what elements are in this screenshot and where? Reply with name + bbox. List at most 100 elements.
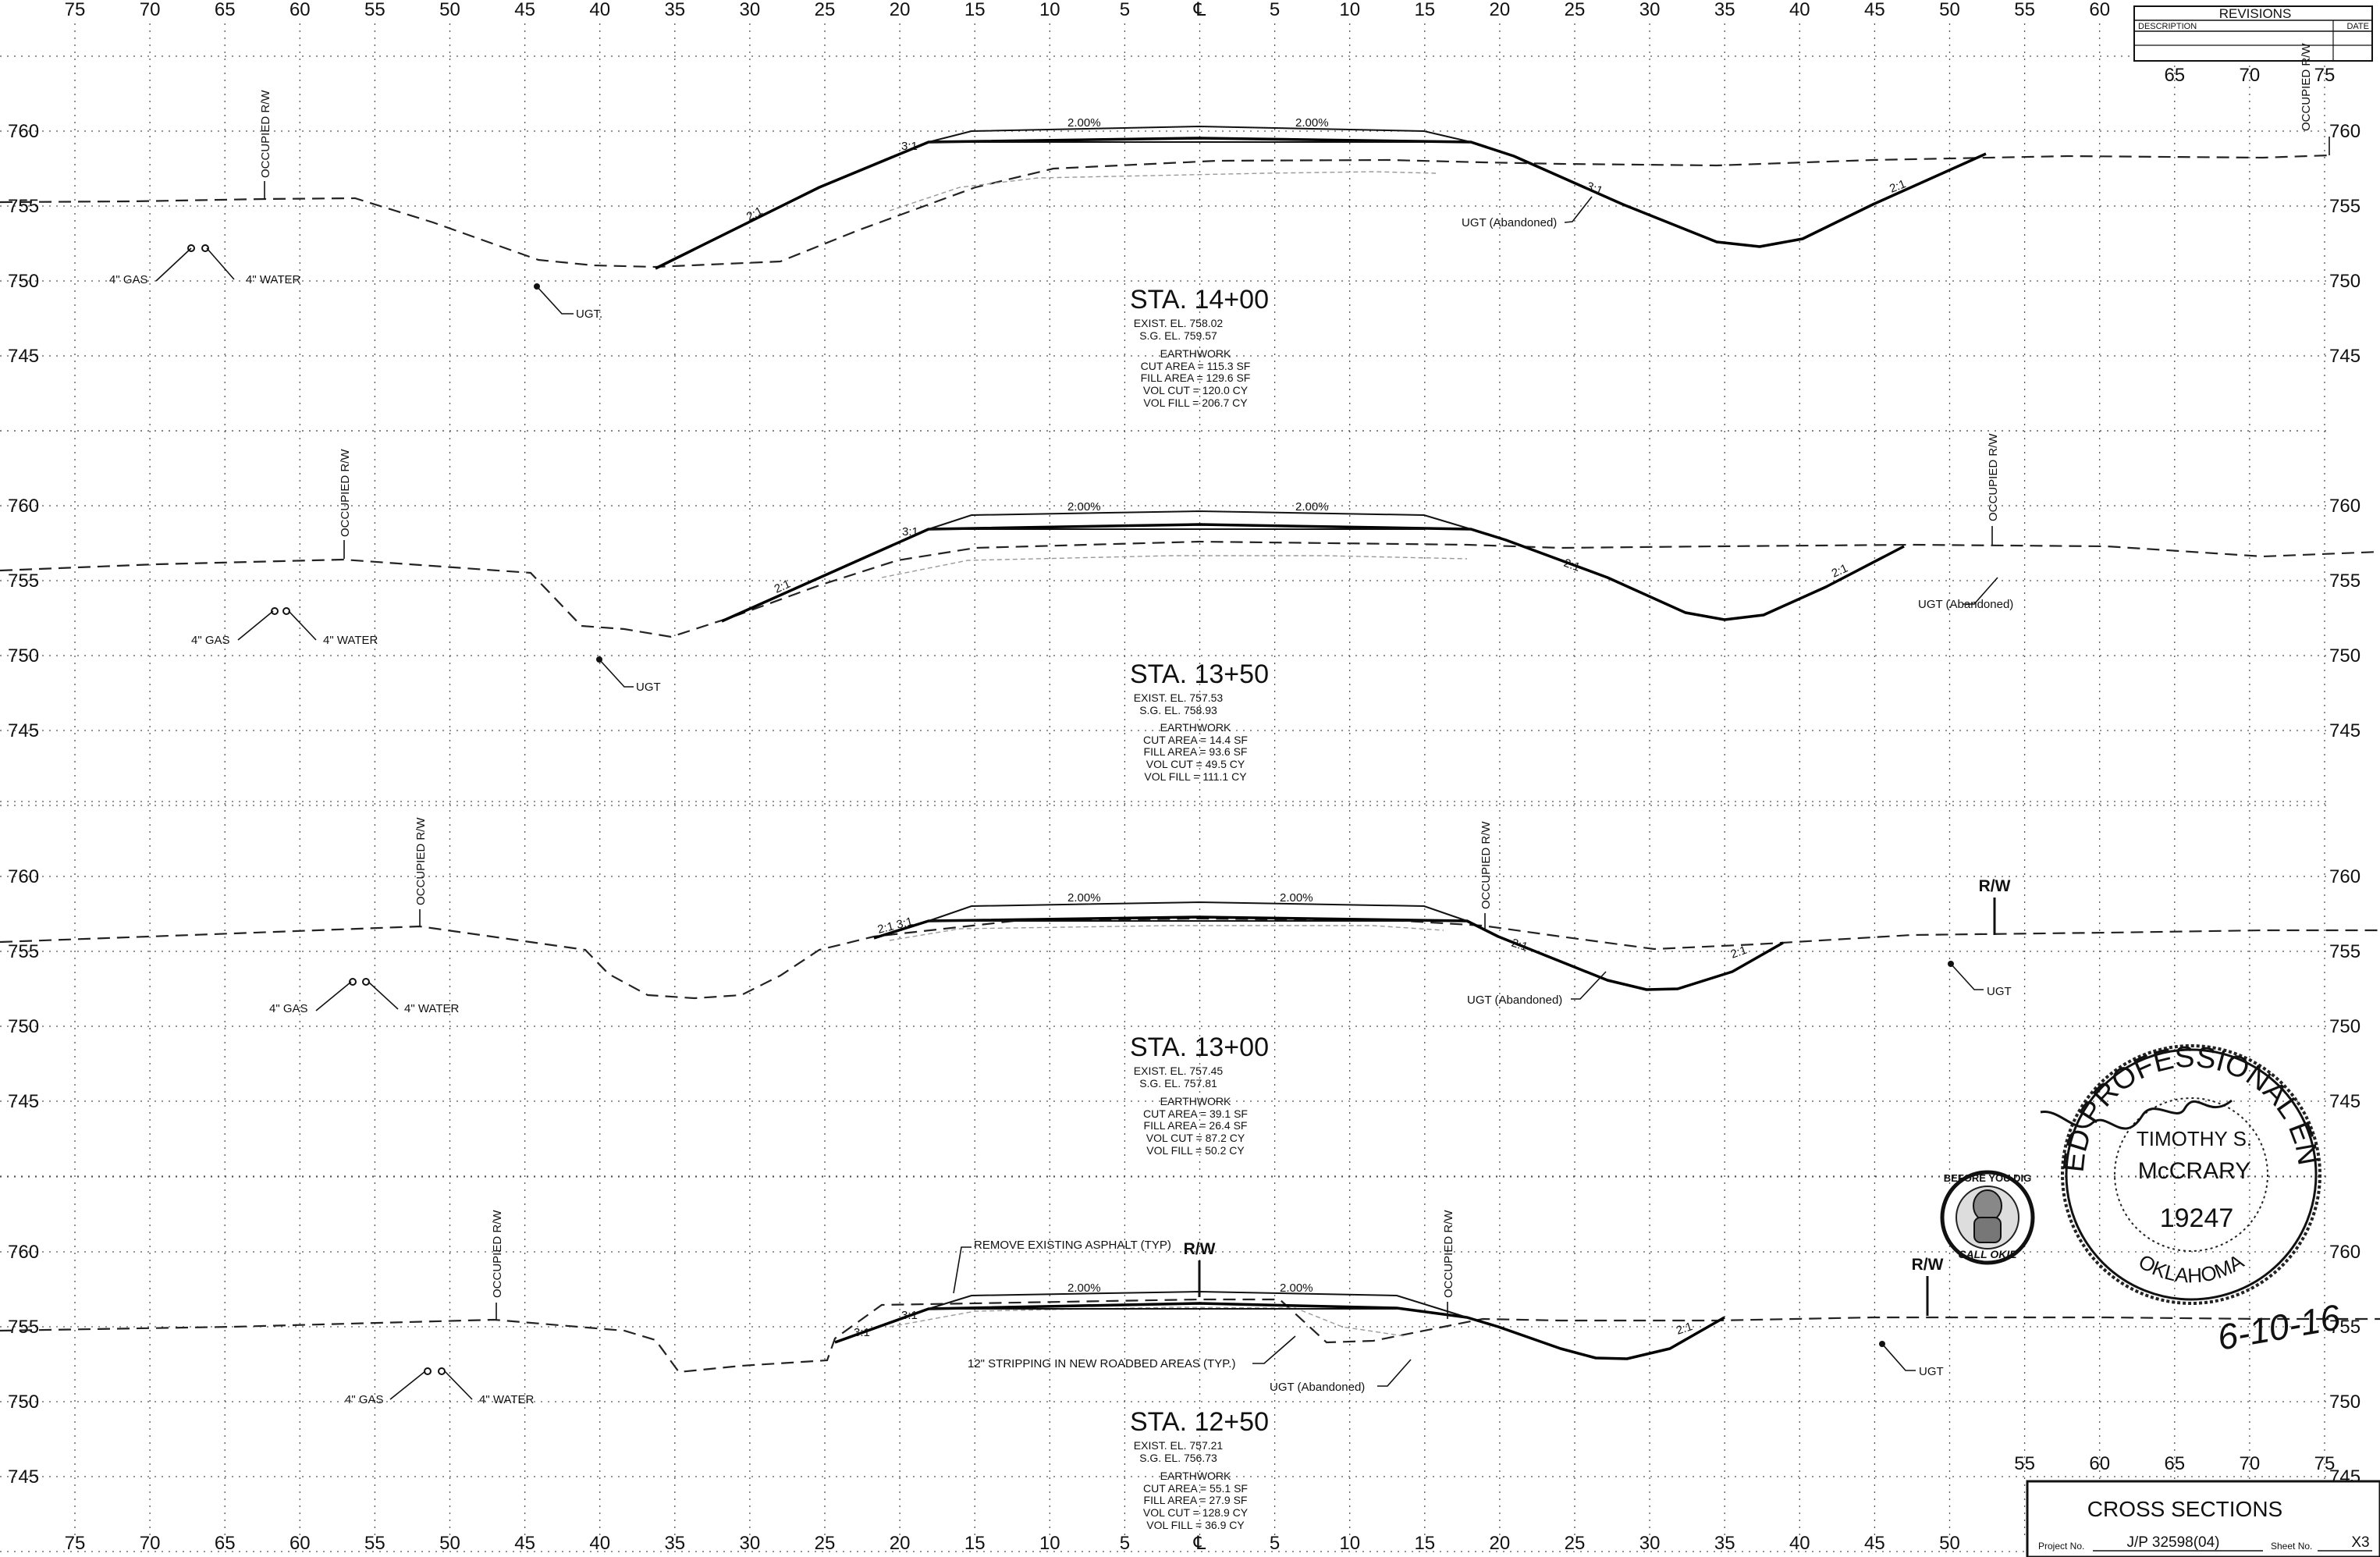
elevation-tick-label-right: 760 — [2329, 866, 2360, 887]
elevation-tick-label-right: 750 — [2329, 645, 2360, 667]
vol-fill: VOL FILL = 111.1 CY — [1144, 770, 1247, 783]
vol-fill: VOL FILL = 36.9 CY — [1146, 1519, 1245, 1531]
vol-fill: VOL FILL = 50.2 CY — [1146, 1144, 1245, 1157]
offset-tick-label-top: 35 — [1714, 0, 1735, 20]
offset-tick-label-bottom: 60 — [290, 1533, 311, 1554]
ugt-abandoned-label: UGT (Abandoned) — [1918, 598, 2013, 611]
slope-label: 2:1 — [773, 578, 793, 596]
gas-leader — [237, 610, 274, 641]
pavement-structure — [928, 125, 1472, 143]
occupied-rw-label-center: OCCUPIED R/W — [1480, 821, 1493, 909]
slope-label: 2:1 — [1830, 562, 1850, 581]
slope-label: 3:1 — [901, 1309, 918, 1322]
offset-tick-label-top: 5 — [1270, 0, 1280, 20]
ugt-label: UGT — [1987, 985, 2012, 998]
water-label: 4" WATER — [404, 1002, 459, 1015]
elevation-tick-label-right: 750 — [2329, 271, 2360, 292]
exist-el: EXIST. EL. 758.02 — [1134, 317, 1224, 329]
elevation-tick-label-left: 755 — [8, 196, 39, 217]
offset-tick-label-bottom: 35 — [664, 1533, 685, 1554]
elevation-tick-label-left: 745 — [8, 720, 39, 741]
offset-tick-label-top: 50 — [439, 0, 460, 20]
sheet-title: CROSS SECTIONS — [2087, 1497, 2282, 1521]
occupied-rw-label-center: OCCUPIED R/W — [1442, 1210, 1455, 1298]
ugt-abandoned-leader — [1564, 196, 1593, 223]
rw-marker-label: R/W — [1979, 877, 2011, 895]
seal-name-line2: McCRARY — [2138, 1158, 2250, 1184]
section-sta-14-00: OCCUPIED R/W OCCUPIED R/W 4" GAS 4" WATE… — [0, 43, 2330, 409]
sg-el: S.G. EL. 757.81 — [1139, 1077, 1217, 1090]
gas-label: 4" GAS — [109, 273, 148, 286]
engineer-signature — [2040, 1099, 2233, 1130]
subgrade-line — [889, 1306, 1405, 1337]
earthwork-title: EARTHWORK — [1160, 721, 1231, 734]
offset-tick-label-bottom: 15 — [1414, 1533, 1435, 1554]
okie-bottom-text: CALL OKIE — [1958, 1248, 2017, 1260]
elevation-tick-label-left: 750 — [8, 271, 39, 292]
offset-tick-label-bottom-right: 60 — [2089, 1453, 2110, 1474]
water-line-symbol — [282, 607, 290, 615]
offset-tick-label-top: 20 — [890, 0, 911, 20]
offset-tick-label-top: 55 — [364, 0, 385, 20]
offset-tick-label-top: 50 — [1939, 0, 1960, 20]
revisions-date-label: DATE — [2346, 22, 2369, 31]
pavement-structure — [928, 901, 1468, 922]
vol-cut: VOL CUT = 49.5 CY — [1146, 758, 1245, 770]
offset-tick-label-revisions: 70 — [2240, 65, 2261, 86]
offset-tick-label-top: 40 — [1789, 0, 1810, 20]
cut-area: CUT AREA = 115.3 SF — [1141, 360, 1251, 372]
offset-tick-label-bottom: 65 — [215, 1533, 236, 1554]
rw-marker-label-right: R/W — [1912, 1256, 1944, 1274]
elevation-tick-label-left: 750 — [8, 1392, 39, 1413]
ugt-label: UGT — [636, 681, 661, 694]
proposed-section-line — [834, 1302, 1725, 1360]
offset-tick-label-bottom-right: 75 — [2314, 1453, 2336, 1474]
gas-line-symbol — [187, 244, 195, 252]
proposed-section-line — [873, 915, 1784, 991]
title-block: CROSS SECTIONS Project No. J/P 32598(04)… — [2026, 1480, 2380, 1557]
station-label: STA. 13+50 — [1130, 659, 1269, 689]
water-line-symbol — [362, 978, 370, 986]
elevation-tick-label-left: 745 — [8, 346, 39, 367]
vol-cut: VOL CUT = 87.2 CY — [1146, 1132, 1245, 1144]
existing-ground-line — [0, 917, 2380, 1000]
centerline-tick-label-bottom: ℄ — [1193, 1533, 1206, 1554]
slope-label: 2:1 — [744, 204, 765, 224]
offset-tick-label-bottom: 50 — [1939, 1533, 1960, 1554]
station-label: STA. 13+00 — [1130, 1033, 1269, 1062]
existing-ground-line — [0, 540, 2380, 638]
offset-tick-label-top: 35 — [664, 0, 685, 20]
subgrade-line — [889, 171, 1437, 212]
offset-tick-label-top: 30 — [1639, 0, 1661, 20]
offset-tick-label-bottom: 35 — [1714, 1533, 1735, 1554]
earthwork-title: EARTHWORK — [1160, 347, 1231, 360]
offset-tick-label-bottom: 50 — [439, 1533, 460, 1554]
ugt-leader — [1950, 963, 1984, 990]
offset-tick-label-bottom-right: 70 — [2240, 1453, 2261, 1474]
vol-cut: VOL CUT = 120.0 CY — [1143, 384, 1249, 396]
proposed-section-line — [721, 523, 1905, 623]
slope-label: 3:1 — [1585, 180, 1605, 198]
remove-asphalt-label: REMOVE EXISTING ASPHALT (TYP) — [974, 1239, 1171, 1252]
offset-tick-label-top: 75 — [65, 0, 86, 20]
elevation-tick-label-left: 745 — [8, 1091, 39, 1112]
section-sta-13-50: OCCUPIED R/W OCCUPIED R/W 4" GAS 4" WATE… — [0, 433, 2380, 783]
cut-area: CUT AREA = 55.1 SF — [1143, 1482, 1248, 1495]
offset-tick-label-bottom-right: 55 — [2014, 1453, 2035, 1474]
ugt-abandoned-leader — [1571, 971, 1607, 1000]
gas-label: 4" GAS — [191, 634, 230, 647]
offset-tick-label-top: 45 — [1864, 0, 1885, 20]
call-okie-logo: BEFORE YOU DIG CALL OKIE — [1940, 1170, 2035, 1265]
elevation-tick-label-right: 745 — [2329, 1091, 2360, 1112]
occupied-rw-label-right: OCCUPIED R/W — [1987, 433, 2000, 521]
remove-asphalt-leader — [953, 1246, 972, 1294]
sg-el: S.G. EL. 758.93 — [1139, 704, 1217, 716]
offset-tick-label-bottom: 30 — [1639, 1533, 1661, 1554]
sg-el: S.G. EL. 759.57 — [1139, 329, 1217, 342]
elevation-tick-label-left: 750 — [8, 645, 39, 667]
occupied-rw-label-left: OCCUPIED R/W — [491, 1210, 504, 1298]
offset-tick-label-bottom: 45 — [1864, 1533, 1885, 1554]
offset-tick-label-top: 30 — [740, 0, 761, 20]
gas-line-symbol — [424, 1367, 432, 1375]
elevation-tick-label-left: 745 — [8, 1466, 39, 1488]
